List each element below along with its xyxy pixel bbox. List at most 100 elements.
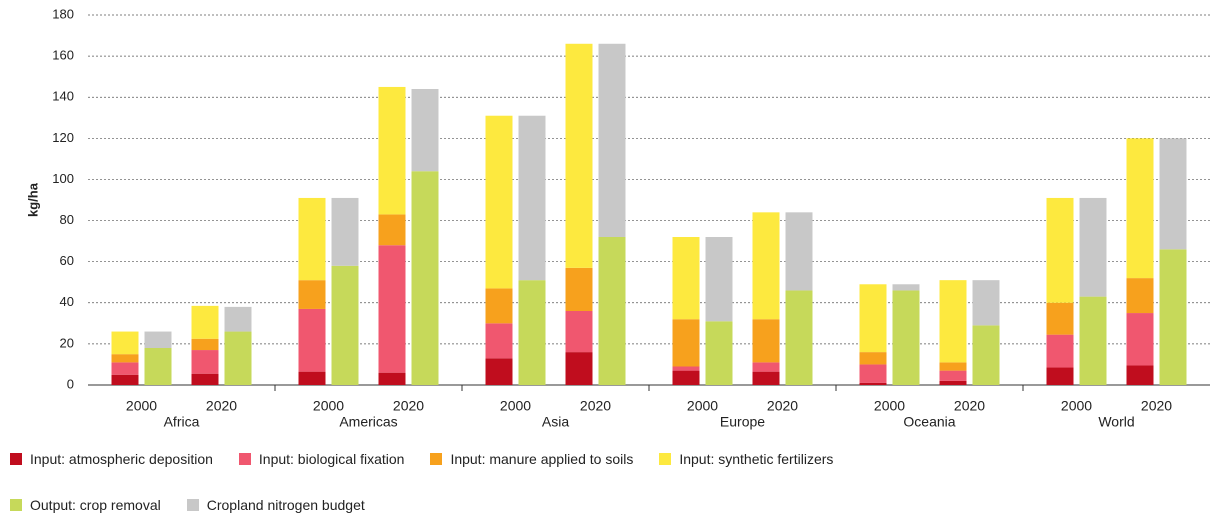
group-label: Americas [339, 414, 397, 430]
group-label: Europe [720, 414, 765, 430]
bar-segment [859, 284, 887, 353]
legend-swatch [659, 453, 672, 465]
y-tick-label: 40 [60, 294, 74, 309]
legend-item: Input: manure applied to soils [430, 450, 633, 468]
bar-segment [598, 43, 626, 238]
bar-segment [378, 245, 406, 373]
bar-segment [705, 321, 733, 385]
bar-segment [485, 288, 513, 324]
bar-segment [892, 290, 920, 385]
bar-segment [224, 306, 252, 332]
y-tick-label: 60 [60, 253, 74, 268]
bar-segment [1126, 313, 1154, 366]
legend-swatch [430, 453, 443, 465]
bar-segment [1046, 302, 1074, 335]
x-tick-label: 2000 [500, 398, 531, 414]
x-tick-label: 2020 [206, 398, 237, 414]
legend-label: Input: manure applied to soils [450, 451, 634, 467]
y-tick-label: 160 [52, 48, 74, 63]
bar-segment [191, 350, 219, 374]
bar-segment [518, 280, 546, 385]
bar-segment [111, 331, 139, 355]
bar-segment [298, 280, 326, 309]
bar-segment [111, 362, 139, 375]
bar-segment [378, 372, 406, 385]
bar-segment [939, 280, 967, 363]
x-tick-label: 2000 [874, 398, 905, 414]
bar-segment [378, 86, 406, 215]
legend-label: Output: crop removal [30, 497, 161, 513]
bar-segment [1079, 296, 1107, 385]
bar-segment [972, 280, 1000, 326]
y-tick-label: 120 [52, 130, 74, 145]
bar-segment [752, 371, 780, 385]
group-label: Oceania [903, 414, 955, 430]
legend-swatch [238, 453, 251, 465]
bar-segment [518, 115, 546, 281]
bar-segment [1159, 138, 1187, 250]
bar-segment [411, 171, 439, 385]
bar-segment [1046, 367, 1074, 385]
bar-segment [224, 331, 252, 385]
x-tick-label: 2020 [954, 398, 985, 414]
group-label: Africa [164, 414, 200, 430]
y-tick-label: 140 [52, 89, 74, 104]
legend-label: Input: biological fixation [258, 451, 405, 467]
bar-segment [1126, 138, 1154, 279]
bar-segment [785, 212, 813, 291]
bar-segment [859, 382, 887, 385]
legend-item: Cropland nitrogen budget [186, 496, 365, 514]
bar-segment [859, 352, 887, 365]
bar-segment [939, 370, 967, 381]
bar-segment [565, 311, 593, 353]
chart: kg/ha 0 20 40 60 80 100 120 140 160 180 Africa Amer… [25, 6, 1210, 430]
bar-segment [1046, 334, 1074, 368]
bar-segment [672, 370, 700, 385]
bar-segment [1126, 278, 1154, 314]
bar-segment [672, 366, 700, 371]
bar-segment [752, 319, 780, 363]
bar-segment [1079, 197, 1107, 297]
bar-segment [144, 348, 172, 385]
bar-segment [298, 308, 326, 372]
bar-segment [298, 371, 326, 385]
legend-label: Input: atmospheric deposition [30, 451, 213, 467]
bar-segment [752, 212, 780, 320]
y-tick-label: 20 [60, 335, 74, 350]
x-tick-label: 2000 [687, 398, 718, 414]
legend-swatch [10, 499, 22, 511]
legend-item: Input: biological fixation [238, 450, 405, 468]
bar-segment [485, 358, 513, 385]
legend-label: Input: synthetic fertilizers [679, 451, 834, 467]
bar-segment [485, 115, 513, 289]
x-tick-label: 2000 [1061, 398, 1092, 414]
bar-segment [972, 325, 1000, 385]
x-tick-label: 2000 [126, 398, 157, 414]
legend-swatch [186, 499, 199, 511]
x-tick-label: 2020 [393, 398, 424, 414]
bar-segment [705, 237, 733, 322]
bar-segment [672, 319, 700, 367]
bar-segment [111, 374, 139, 385]
bar-segment [752, 362, 780, 372]
bar-segment [565, 352, 593, 385]
legend-item: Input: atmospheric deposition [10, 450, 213, 468]
bar-segment [485, 323, 513, 359]
bar-segment [1126, 365, 1154, 385]
legend-item: Output: crop removal [10, 496, 161, 514]
bar-segment [378, 214, 406, 246]
bar-segment [892, 284, 920, 291]
y-tick-label: 100 [52, 171, 74, 186]
y-tick-label: 80 [60, 212, 74, 227]
y-tick-label: 180 [52, 6, 74, 21]
bar-segment [191, 305, 219, 339]
bar-segment [191, 338, 219, 351]
bar-segment [298, 197, 326, 281]
bar-segment [565, 267, 593, 311]
x-tick-label: 2020 [580, 398, 611, 414]
bar-segment [939, 362, 967, 371]
legend: Input: atmospheric deposition Input: biol… [10, 450, 960, 514]
x-tick-label: 2020 [767, 398, 798, 414]
bar-segment [331, 265, 359, 385]
